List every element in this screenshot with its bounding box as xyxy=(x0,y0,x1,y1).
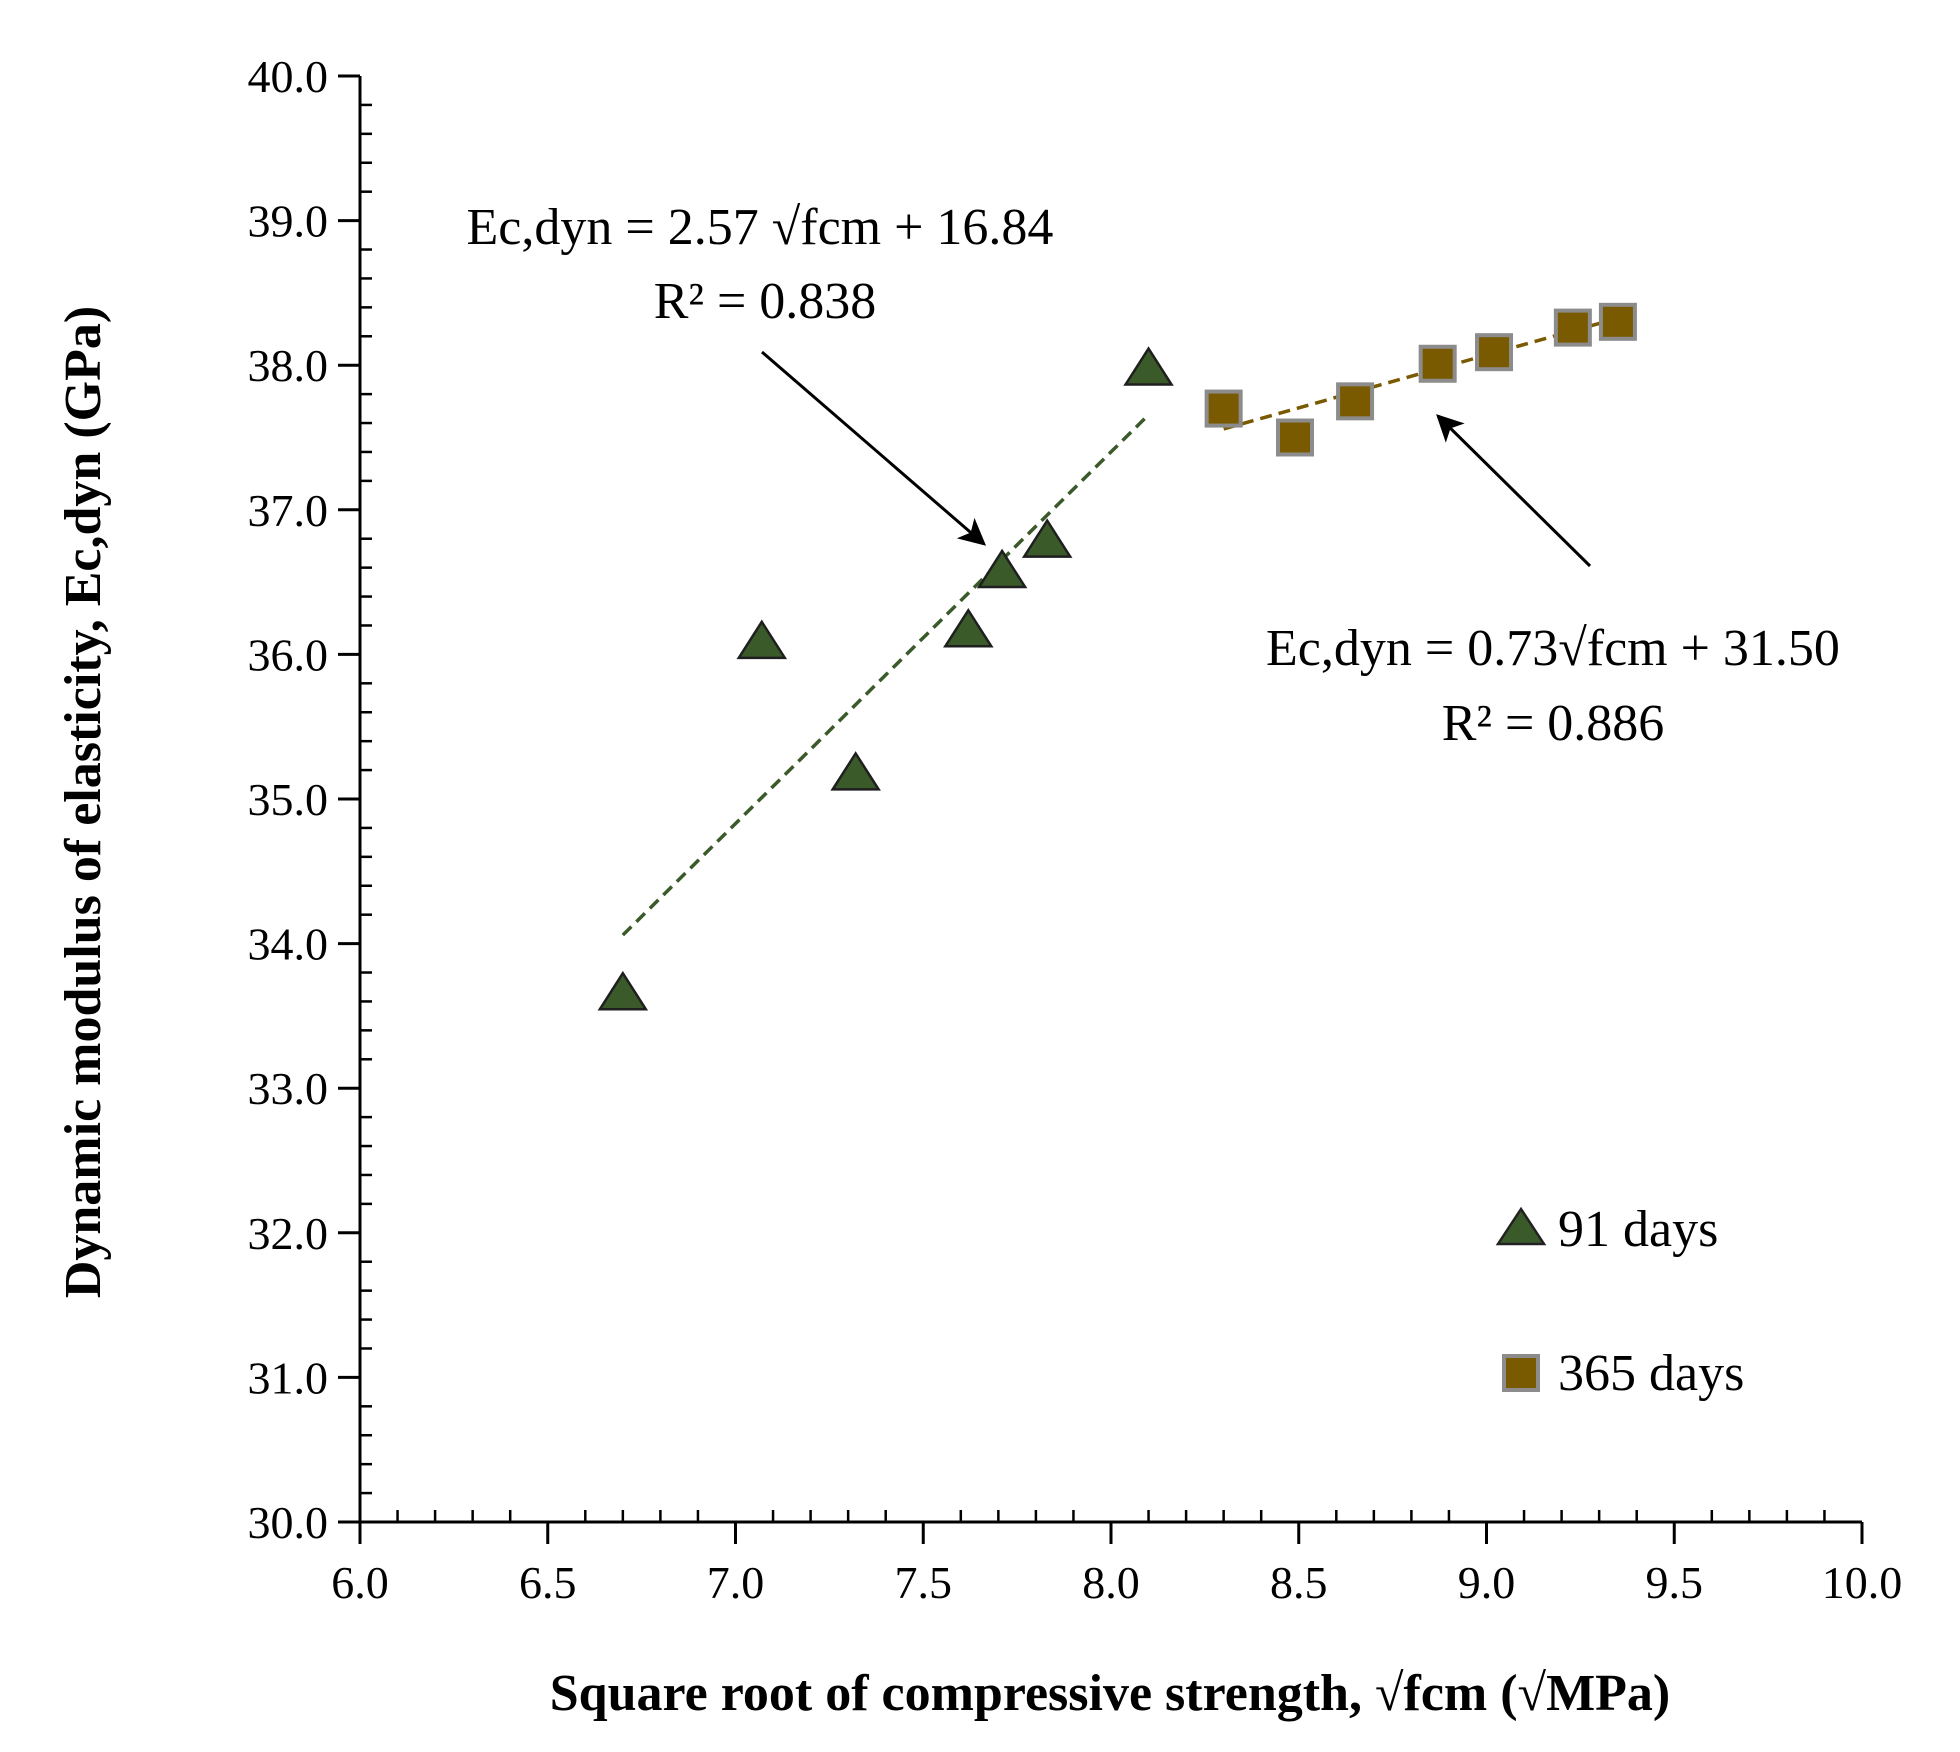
axes: 30.0 31.0 32.0 33.0 34.0 35.0 36.0 37.0 38.0 39.0… xyxy=(248,51,1903,1608)
data-points xyxy=(597,302,1637,1011)
x-tick-label: 7.5 xyxy=(895,1557,953,1608)
x-tick-label: 9.5 xyxy=(1646,1557,1704,1608)
trendline-365-days xyxy=(1223,316,1619,431)
legend-item-365-days: 365 days xyxy=(1502,1345,1744,1402)
x-tick-label: 8.5 xyxy=(1270,1557,1328,1608)
point-91-days xyxy=(943,607,994,648)
point-365-days xyxy=(1275,418,1314,457)
x-tick-label: 6.0 xyxy=(331,1557,389,1608)
y-tick-label: 32.0 xyxy=(248,1208,329,1259)
y-tick-label: 31.0 xyxy=(248,1352,329,1403)
annotation-365-days: Ec,dyn = 0.73√fcm + 31.50 R² = 0.886 xyxy=(1266,414,1840,752)
y-tick-label: 33.0 xyxy=(248,1063,329,1114)
y-tick-label: 39.0 xyxy=(248,196,329,247)
y-tick-label: 40.0 xyxy=(248,51,329,102)
point-365-days xyxy=(1553,308,1592,347)
point-91-days xyxy=(736,619,788,660)
point-365-days xyxy=(1204,389,1243,428)
r2-91-days: R² = 0.838 xyxy=(654,273,877,330)
trendlines xyxy=(621,316,1619,937)
x-tick-label: 10.0 xyxy=(1822,1557,1903,1608)
point-91-days xyxy=(976,548,1028,589)
y-tick-label: 37.0 xyxy=(248,485,329,536)
equation-365-days: Ec,dyn = 0.73√fcm + 31.50 xyxy=(1266,620,1840,677)
arrow-365-days xyxy=(1436,414,1592,568)
legend-square-icon xyxy=(1502,1354,1540,1392)
point-91-days xyxy=(1123,346,1174,386)
x-tick-label: 6.5 xyxy=(519,1557,577,1608)
x-axis-title: Square root of compressive strength, √fc… xyxy=(550,1665,1671,1722)
y-tick-label: 30.0 xyxy=(248,1497,329,1548)
annotation-91-days: Ec,dyn = 2.57 √fcm + 16.84 R² = 0.838 xyxy=(467,199,1054,546)
point-365-days xyxy=(1475,333,1514,372)
legend: 91 days 365 days xyxy=(1495,1201,1744,1402)
x-tick-label: 8.0 xyxy=(1082,1557,1140,1608)
x-tick-label: 9.0 xyxy=(1458,1557,1516,1608)
legend-triangle-icon xyxy=(1495,1206,1547,1246)
y-tick-label: 34.0 xyxy=(248,919,329,970)
point-91-days xyxy=(1021,518,1073,558)
point-365-days xyxy=(1598,302,1637,341)
legend-label-365-days: 365 days xyxy=(1558,1345,1744,1402)
x-tick-label: 7.0 xyxy=(707,1557,765,1608)
arrow-91-days xyxy=(761,350,987,546)
point-91-days xyxy=(597,970,649,1011)
equation-91-days: Ec,dyn = 2.57 √fcm + 16.84 xyxy=(467,199,1054,256)
y-tick-label: 36.0 xyxy=(248,629,329,680)
y-tick-label: 38.0 xyxy=(248,340,329,391)
point-91-days xyxy=(830,751,881,791)
x-ticks: 6.0 6.5 7.0 7.5 8.0 8.5 9.0 9.5 10.0 xyxy=(331,1510,1902,1608)
r2-365-days: R² = 0.886 xyxy=(1442,695,1665,752)
point-365-days xyxy=(1418,344,1457,383)
y-ticks: 30.0 31.0 32.0 33.0 34.0 35.0 36.0 37.0 38.0 39.0… xyxy=(248,51,372,1548)
legend-label-91-days: 91 days xyxy=(1558,1201,1718,1258)
point-365-days xyxy=(1336,382,1375,421)
y-tick-label: 35.0 xyxy=(248,774,329,825)
y-axis-title: Dynamic modulus of elasticity, Ec,dyn (G… xyxy=(55,306,112,1298)
legend-item-91-days: 91 days xyxy=(1495,1201,1718,1258)
trendline-91-days xyxy=(621,413,1150,937)
